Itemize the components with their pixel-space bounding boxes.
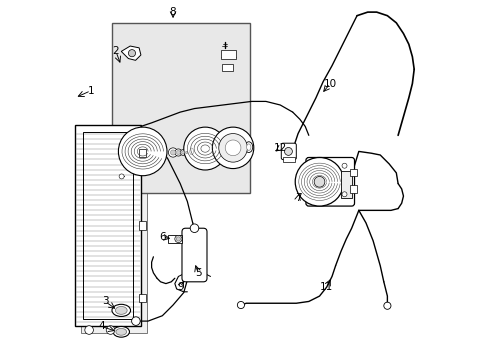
FancyBboxPatch shape xyxy=(182,228,206,282)
Bar xyxy=(75,125,141,327)
Text: 4: 4 xyxy=(98,321,105,332)
Text: 12: 12 xyxy=(273,143,286,153)
Circle shape xyxy=(176,237,180,241)
Ellipse shape xyxy=(115,306,127,314)
Circle shape xyxy=(170,150,175,155)
Bar xyxy=(221,50,235,59)
Circle shape xyxy=(218,134,247,162)
Ellipse shape xyxy=(244,142,252,153)
Bar xyxy=(139,294,145,302)
Circle shape xyxy=(119,174,124,179)
Circle shape xyxy=(313,176,324,187)
Text: 10: 10 xyxy=(323,78,336,89)
Circle shape xyxy=(128,50,135,57)
Bar xyxy=(340,171,351,198)
Text: 9: 9 xyxy=(177,282,183,292)
Circle shape xyxy=(185,151,187,154)
Ellipse shape xyxy=(189,148,193,155)
Circle shape xyxy=(284,148,292,156)
Text: 3: 3 xyxy=(102,296,108,306)
Circle shape xyxy=(168,148,177,157)
Circle shape xyxy=(184,150,188,155)
Circle shape xyxy=(180,150,185,156)
Circle shape xyxy=(84,326,93,334)
Circle shape xyxy=(341,192,346,197)
Text: 5: 5 xyxy=(194,268,201,278)
Text: 8: 8 xyxy=(169,7,176,17)
Circle shape xyxy=(212,127,253,168)
Circle shape xyxy=(118,127,166,176)
Ellipse shape xyxy=(116,328,126,335)
Text: 1: 1 xyxy=(87,86,94,96)
Circle shape xyxy=(181,151,184,154)
FancyBboxPatch shape xyxy=(305,157,354,206)
Circle shape xyxy=(237,301,244,309)
Circle shape xyxy=(106,326,115,334)
Bar xyxy=(349,185,356,193)
Circle shape xyxy=(383,302,390,309)
Circle shape xyxy=(175,235,182,243)
Text: 11: 11 xyxy=(319,282,333,292)
Bar xyxy=(283,157,294,162)
Circle shape xyxy=(175,149,182,156)
Ellipse shape xyxy=(188,146,194,157)
Polygon shape xyxy=(121,46,141,60)
Bar xyxy=(222,64,233,71)
Bar xyxy=(82,132,133,319)
Circle shape xyxy=(190,224,198,233)
Circle shape xyxy=(341,163,346,168)
Circle shape xyxy=(176,150,180,154)
Bar xyxy=(112,23,249,193)
Bar xyxy=(349,169,356,176)
FancyBboxPatch shape xyxy=(281,143,296,159)
Ellipse shape xyxy=(112,304,130,316)
Ellipse shape xyxy=(246,144,250,150)
Bar xyxy=(81,131,147,333)
Bar xyxy=(139,221,145,230)
Text: 6: 6 xyxy=(159,232,165,242)
Bar xyxy=(168,235,182,243)
Circle shape xyxy=(183,127,226,170)
Bar xyxy=(139,149,145,157)
Circle shape xyxy=(295,157,343,206)
Circle shape xyxy=(225,140,241,156)
Circle shape xyxy=(131,317,140,325)
Text: 7: 7 xyxy=(294,193,301,203)
Ellipse shape xyxy=(113,327,129,337)
Text: 2: 2 xyxy=(112,46,119,57)
